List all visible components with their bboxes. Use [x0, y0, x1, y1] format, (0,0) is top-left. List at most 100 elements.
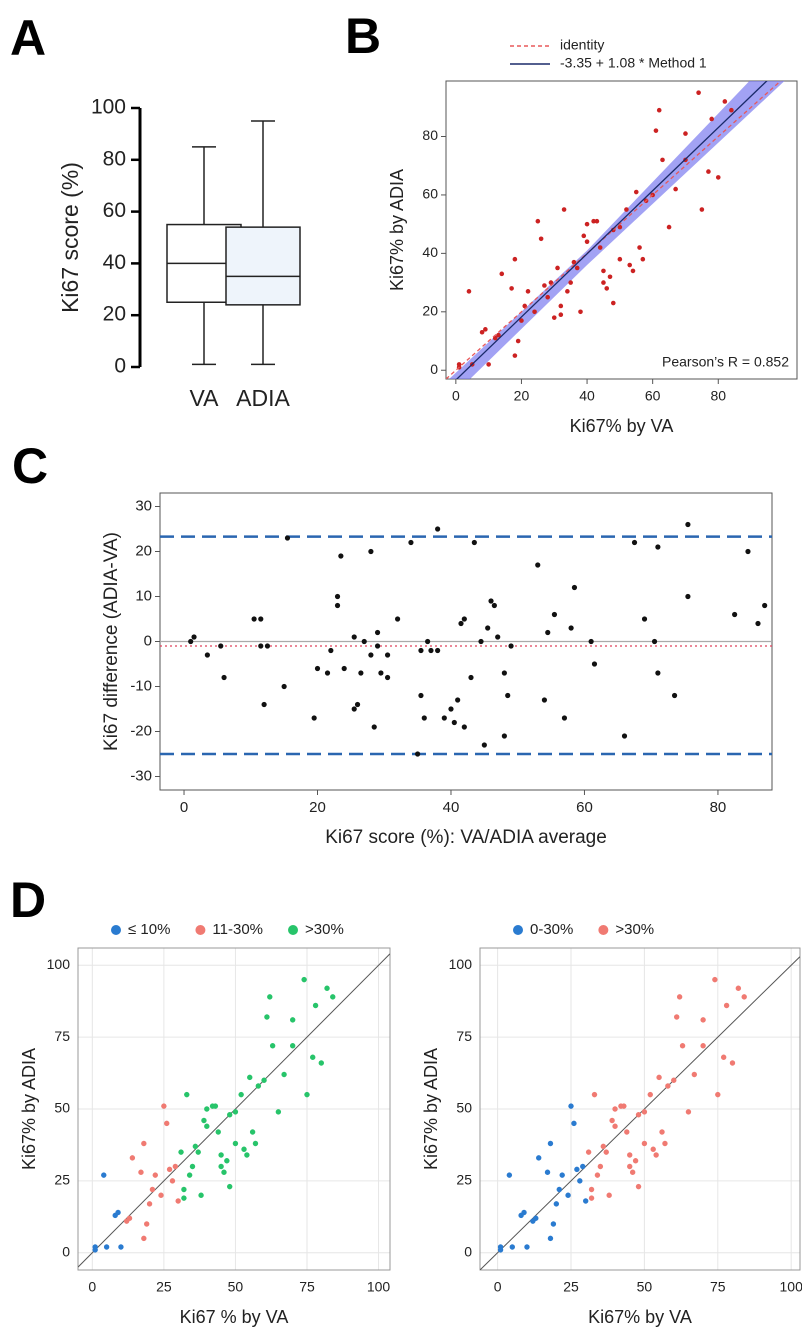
y-tick-label: 50 — [54, 1100, 70, 1116]
data-point — [588, 1186, 595, 1193]
data-point — [612, 1123, 618, 1129]
data-point — [556, 1186, 562, 1193]
x-tick-label: 60 — [645, 388, 661, 404]
data-point — [172, 1163, 179, 1170]
panel-label: C — [12, 438, 48, 494]
data-point — [571, 259, 577, 265]
data-point — [525, 289, 531, 294]
data-point — [499, 271, 505, 277]
data-point — [384, 674, 391, 681]
data-point — [656, 107, 662, 113]
annotation: Pearson’s R = 0.852 — [662, 354, 789, 370]
data-point — [281, 1071, 287, 1078]
data-point — [601, 280, 606, 285]
data-point — [574, 265, 580, 271]
y-tick-label: 40 — [103, 251, 126, 274]
data-point — [627, 262, 633, 268]
data-point — [722, 99, 728, 104]
data-point — [371, 724, 377, 730]
data-point — [485, 625, 491, 631]
y-tick-label: 50 — [456, 1100, 472, 1116]
data-point — [334, 602, 341, 609]
data-point — [660, 157, 665, 163]
legend-label: ≤ 10% — [128, 921, 170, 938]
data-point — [324, 985, 330, 991]
legend-swatch — [195, 925, 206, 935]
data-point — [647, 1091, 653, 1098]
data-point — [166, 1166, 173, 1173]
data-point — [415, 751, 421, 757]
data-point — [533, 1215, 539, 1221]
data-point — [408, 539, 414, 546]
plot-frame — [479, 947, 801, 1271]
data-point — [624, 1129, 630, 1135]
data-point — [585, 1149, 592, 1155]
data-point — [495, 634, 501, 640]
data-point — [275, 1109, 282, 1115]
x-axis-label: Ki67% by VA — [588, 1307, 692, 1327]
data-point — [609, 1117, 615, 1124]
data-point — [261, 1077, 267, 1083]
data-point — [506, 1172, 513, 1178]
data-point — [671, 1077, 677, 1083]
data-point — [318, 1060, 325, 1066]
y-tick-label: 75 — [54, 1028, 70, 1044]
data-point — [491, 602, 497, 609]
x-tick-label: 75 — [299, 1279, 315, 1295]
data-point — [204, 652, 210, 658]
data-point — [435, 647, 441, 654]
data-point — [588, 638, 594, 645]
data-point — [451, 719, 457, 726]
data-point — [612, 1106, 618, 1112]
data-point — [461, 616, 467, 622]
data-point — [524, 1244, 530, 1250]
data-point — [568, 1103, 574, 1109]
data-point — [461, 724, 467, 730]
data-point — [720, 1054, 727, 1060]
x-tick-label: 100 — [367, 1279, 391, 1295]
data-point — [129, 1155, 136, 1161]
y-tick-label: 20 — [422, 303, 438, 319]
data-point — [555, 265, 560, 271]
y-tick-label: 25 — [54, 1172, 70, 1188]
data-point — [418, 647, 424, 654]
data-point — [561, 715, 568, 721]
data-point — [241, 1146, 247, 1152]
data-point — [723, 1002, 730, 1009]
data-point — [218, 1163, 224, 1170]
data-point — [755, 620, 761, 627]
legend-swatch — [111, 925, 121, 935]
data-point — [115, 1209, 121, 1216]
x-tick-label: 0 — [88, 1279, 96, 1295]
data-point — [519, 318, 524, 323]
data-point — [351, 706, 357, 712]
data-point — [198, 1192, 204, 1198]
data-point — [251, 616, 257, 622]
data-point — [146, 1201, 153, 1207]
data-point — [679, 1043, 686, 1049]
data-point — [729, 107, 734, 113]
data-point — [289, 1017, 296, 1023]
data-point — [558, 312, 564, 318]
y-axis-label: Ki67% by ADIA — [19, 1048, 39, 1170]
data-point — [632, 1158, 639, 1164]
x-tick-label: 40 — [579, 388, 595, 404]
data-point — [699, 207, 705, 212]
data-point — [762, 602, 768, 609]
data-point — [637, 245, 642, 250]
x-tick-label: 0 — [452, 388, 460, 404]
legend-swatch — [288, 925, 299, 935]
y-tick-label: -10 — [130, 677, 152, 694]
data-point — [212, 1103, 219, 1109]
data-point — [330, 994, 336, 1000]
x-tick-label: 25 — [156, 1279, 172, 1295]
data-point — [311, 715, 317, 721]
data-point — [184, 1091, 190, 1098]
data-point — [666, 224, 672, 230]
data-point — [581, 233, 587, 239]
y-axis-label: Ki67% by ADIA — [421, 1048, 441, 1170]
data-point — [729, 1060, 736, 1066]
y-tick-label: 0 — [430, 361, 438, 377]
data-point — [591, 218, 596, 224]
data-point — [627, 1152, 633, 1158]
